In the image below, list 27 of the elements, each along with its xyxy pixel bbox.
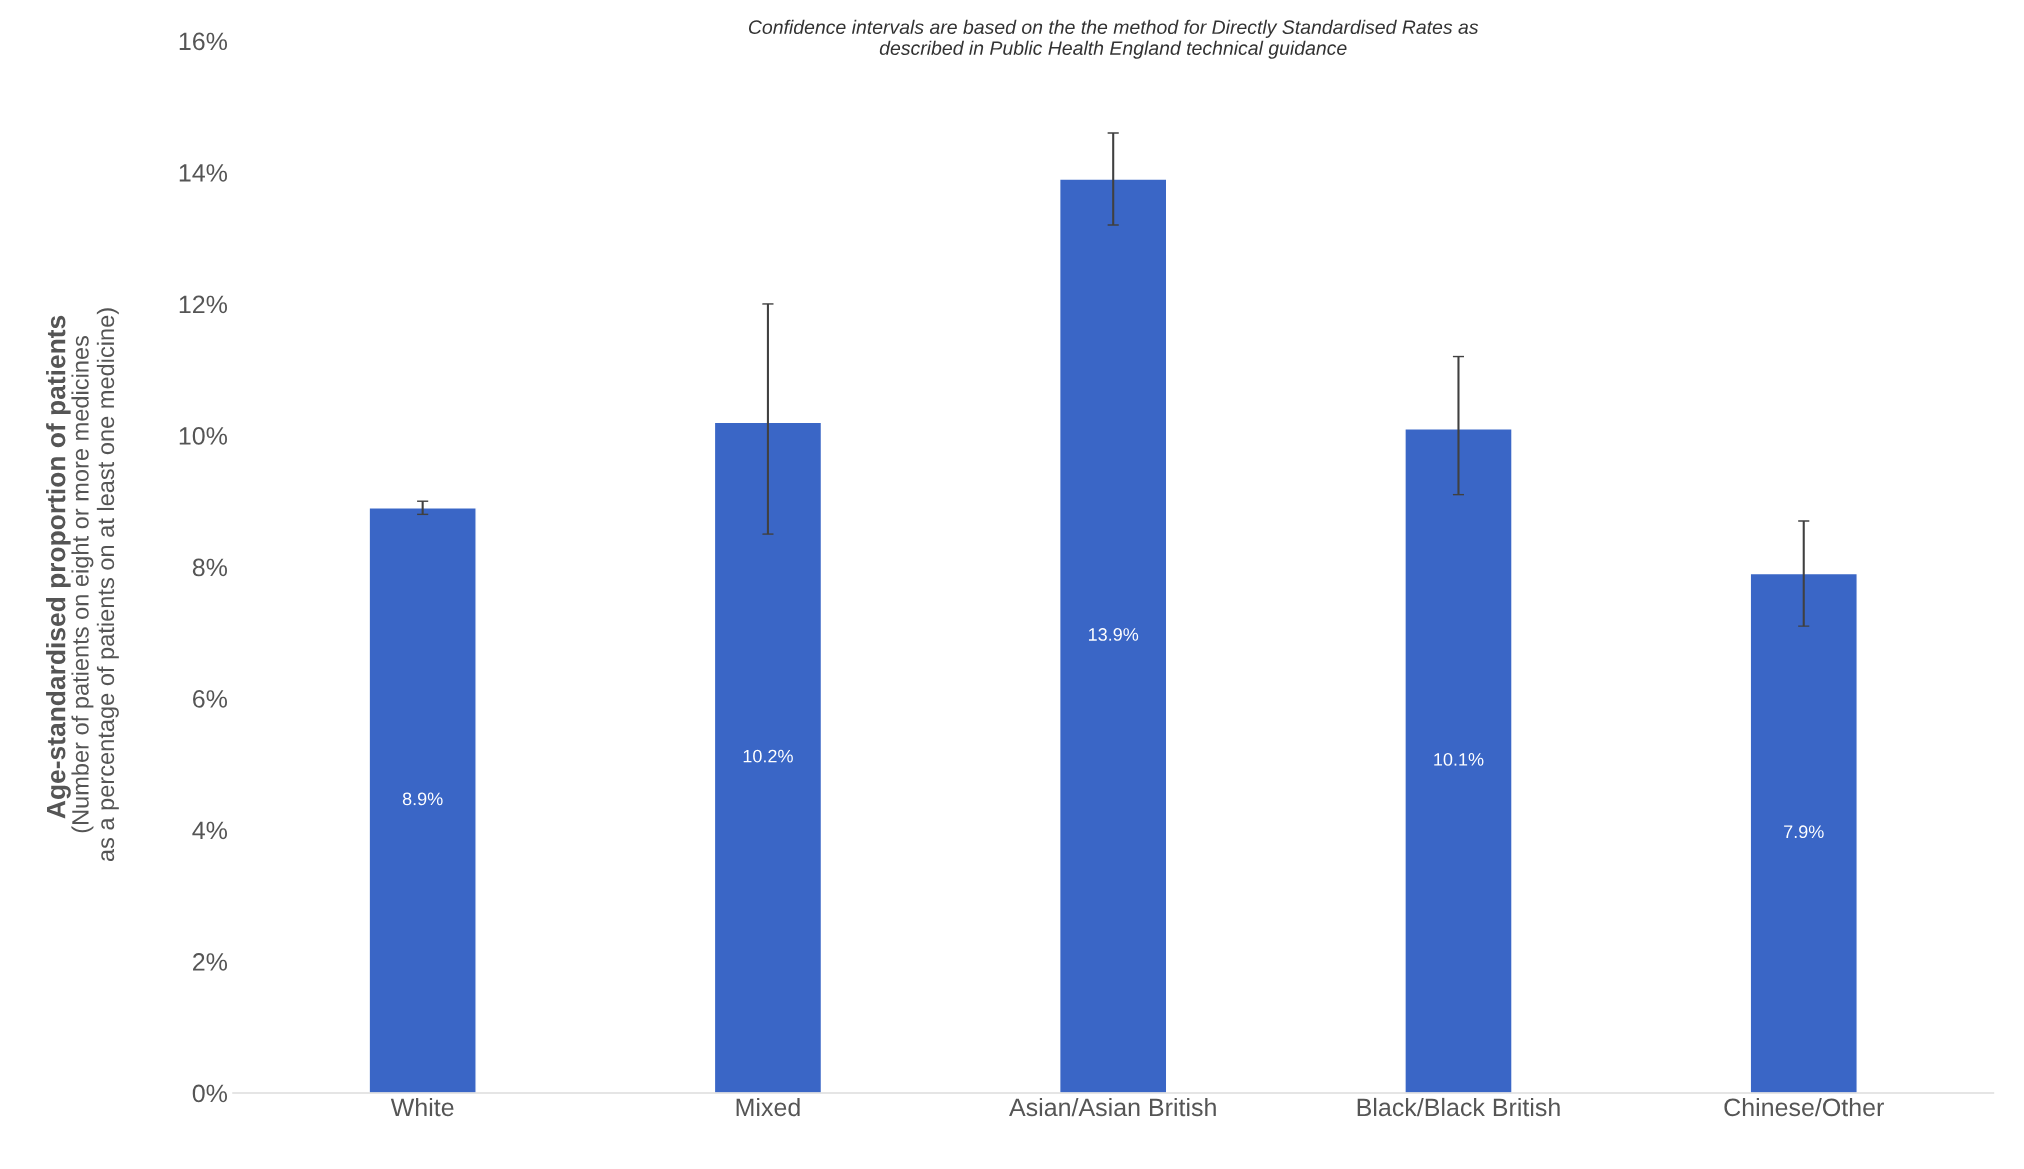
bar bbox=[368, 507, 477, 1094]
y-axis-title: Age-standardised proportion of patients bbox=[46, 315, 71, 819]
text: (Number of patients on eight or more medicines as a percentage of patients on at least one medicine) bbox=[71, 308, 119, 862]
bar bbox=[1404, 428, 1513, 1094]
x-tick-label: Asian/Asian British bbox=[1009, 1097, 1216, 1117]
y-tick-label: 14% bbox=[179, 164, 228, 182]
data-label: 8.9% bbox=[402, 792, 443, 806]
bar bbox=[1058, 178, 1168, 1094]
data-label: 10.2% bbox=[743, 749, 793, 763]
data-label: 13.9% bbox=[1088, 628, 1139, 641]
y-tick-label: 12% bbox=[179, 295, 228, 314]
y-tick-label: 6% bbox=[193, 690, 228, 708]
data-label: 10.1% bbox=[1434, 753, 1484, 766]
bar bbox=[713, 421, 823, 1094]
x-tick-label: Mixed bbox=[736, 1097, 800, 1117]
chart-title: Confidence intervals are based on the the method for Directly Standardised Rates as described in Public Health England technical guidance bbox=[748, 19, 1479, 59]
data-label: 7.9% bbox=[1784, 825, 1824, 839]
y-tick-label: 4% bbox=[192, 821, 228, 840]
y-tick-label: 0% bbox=[192, 1084, 228, 1103]
y-tick-label: 10% bbox=[179, 427, 228, 445]
x-tick-label: Chinese/Other bbox=[1724, 1097, 1884, 1117]
y-tick-label: 8% bbox=[192, 558, 228, 577]
x-tick-label: White bbox=[390, 1097, 454, 1117]
y-tick-label: 2% bbox=[193, 953, 228, 971]
bar bbox=[1749, 572, 1858, 1094]
x-tick-label: Black/Black British bbox=[1357, 1097, 1560, 1117]
y-tick-label: 16% bbox=[179, 32, 228, 51]
